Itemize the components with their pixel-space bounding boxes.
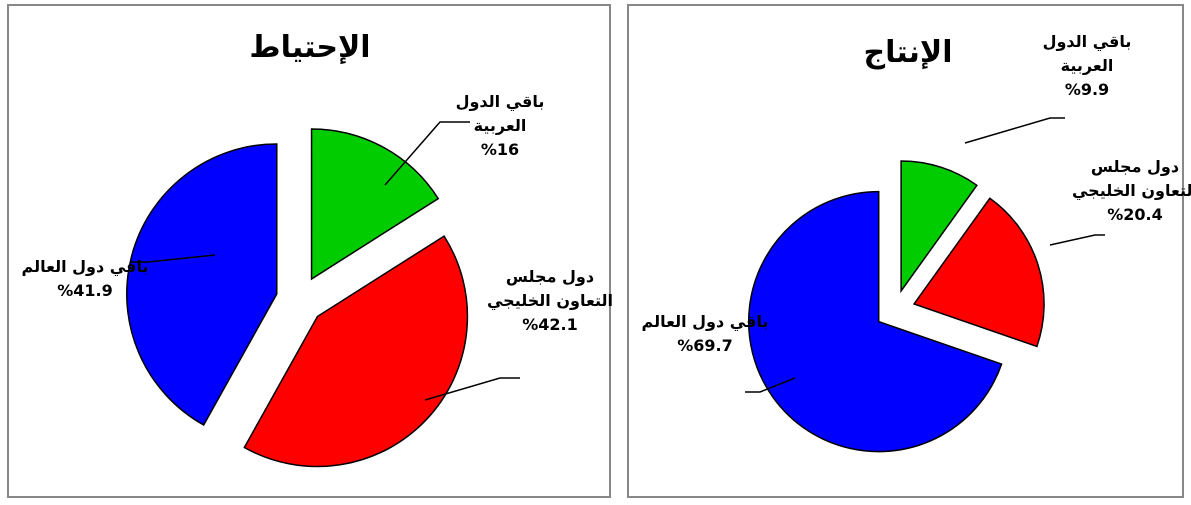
slice-label: دول مجلس التعاون الخليجي %20.4 [1070,155,1191,227]
slice-label: باقي دول العالم %69.7 [640,310,770,358]
leader-line [964,117,1065,144]
leader-line [1049,234,1105,246]
value-label: %42.1 [522,315,578,334]
category-label: باقي دول العالم [641,312,769,331]
slice-label: باقي الدول العربية %9.9 [1022,30,1152,102]
value-label: %16 [480,140,520,159]
category-label: باقي دول العالم [21,257,149,276]
pie-slice [748,190,1003,453]
chart-title: الإحتياط [249,30,371,65]
category-label: باقي الدول العربية [455,92,545,135]
leader-line [130,254,216,263]
pie-slice [912,197,1045,348]
leader-line [384,121,470,186]
chart-title: الإنتاج [863,35,953,70]
slice-label: باقي الدول العربية %16 [435,90,565,162]
value-label: %41.9 [57,281,113,300]
category-label: باقي الدول العربية [1042,32,1132,75]
value-label: %9.9 [1064,80,1110,99]
pie-slice [900,160,978,294]
pie-slice [310,128,440,281]
value-label: %69.7 [677,336,733,355]
value-label: %20.4 [1107,205,1163,224]
pie-slice [243,235,469,468]
category-label: دول مجلس التعاون الخليجي [486,267,614,310]
leader-line [745,377,796,393]
pie-slice [126,143,278,426]
leader-line [424,377,520,401]
slice-label: دول مجلس التعاون الخليجي %42.1 [485,265,615,337]
category-label: دول مجلس التعاون الخليجي [1071,157,1191,200]
slice-label: باقي دول العالم %41.9 [20,255,150,303]
